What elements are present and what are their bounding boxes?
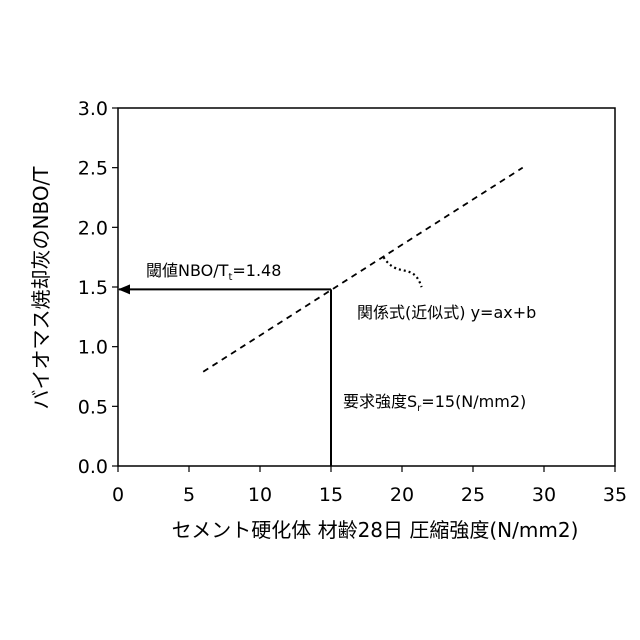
x-tick-label: 20 xyxy=(390,484,414,506)
y-tick-label: 2.5 xyxy=(78,158,108,180)
x-tick-label: 35 xyxy=(603,484,627,506)
x-tick-label: 30 xyxy=(532,484,556,506)
threshold-label: 閾値NBO/Tt=1.48 xyxy=(146,261,281,283)
y-axis-ticks: 0.0 0.5 1.0 1.5 2.0 2.5 3.0 xyxy=(78,98,118,478)
x-tick-label: 15 xyxy=(319,484,343,506)
y-tick-label: 1.0 xyxy=(78,337,108,359)
x-tick-label: 5 xyxy=(183,484,195,506)
relation-leader xyxy=(384,257,422,287)
x-axis-title: セメント硬化体 材齢28日 圧縮強度(N/mm2) xyxy=(172,518,579,542)
x-axis-ticks: 0 5 10 15 20 25 30 35 xyxy=(112,466,627,506)
plot-frame xyxy=(118,108,615,466)
required-strength-label: 要求強度Sr=15(N/mm2) xyxy=(343,392,526,414)
x-tick-label: 25 xyxy=(461,484,485,506)
annotation-layer: 閾値NBO/Tt=1.48 要求強度Sr=15(N/mm2) 関係式(近似式) y=… xyxy=(146,261,536,414)
y-tick-label: 0.0 xyxy=(78,456,108,478)
y-tick-label: 0.5 xyxy=(78,396,108,418)
y-tick-label: 3.0 xyxy=(78,98,108,120)
y-axis-title: バイオマス焼却灰のNBO/T xyxy=(29,166,53,410)
x-tick-label: 10 xyxy=(248,484,272,506)
relation-label: 関係式(近似式) y=ax+b xyxy=(357,303,536,322)
x-tick-label: 0 xyxy=(112,484,124,506)
y-tick-label: 1.5 xyxy=(78,277,108,299)
y-tick-label: 2.0 xyxy=(78,217,108,239)
